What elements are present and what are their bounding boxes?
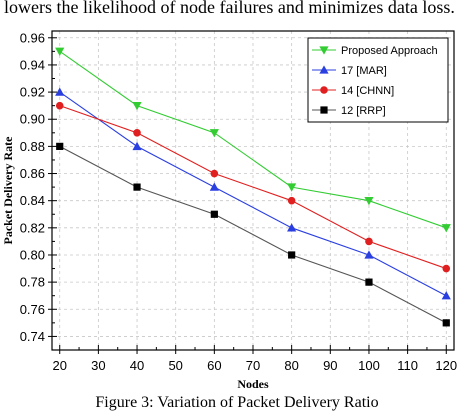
x-tick-label: 90 bbox=[323, 358, 337, 373]
data-point bbox=[442, 264, 451, 273]
x-tick-label: 70 bbox=[246, 358, 260, 373]
legend-marker bbox=[320, 106, 328, 114]
x-tick-label: 40 bbox=[130, 358, 144, 373]
series-line bbox=[59, 91, 447, 297]
x-tick-label: 110 bbox=[397, 358, 418, 373]
data-point bbox=[209, 182, 219, 191]
data-point bbox=[364, 250, 374, 259]
y-tick-label: 0.88 bbox=[20, 139, 45, 154]
legend-marker bbox=[319, 65, 329, 74]
x-tick-label: 120 bbox=[435, 358, 457, 373]
data-point bbox=[210, 169, 219, 178]
legend-label: Proposed Approach bbox=[341, 45, 438, 57]
data-point bbox=[365, 237, 373, 246]
series bbox=[55, 47, 451, 327]
legend-marker bbox=[319, 46, 329, 55]
y-tick-label: 0.96 bbox=[20, 30, 45, 45]
x-tick-label: 80 bbox=[284, 358, 298, 373]
data-point bbox=[210, 210, 218, 218]
data-point bbox=[55, 87, 65, 96]
series-1 bbox=[55, 47, 451, 233]
legend-label: 12 [RRP] bbox=[341, 105, 386, 117]
data-point bbox=[55, 47, 65, 56]
x-tick-label: 30 bbox=[91, 358, 105, 373]
legend-entry: 14 [CHNN] bbox=[312, 85, 394, 97]
x-tick-label: 20 bbox=[52, 358, 66, 373]
axes: 20 30 40 50 60 70 80 90 100 110 120 0.74 0.76 0.78 0.8… bbox=[20, 30, 457, 373]
line-chart: 20 30 40 50 60 70 80 90 100 110 120 0.74 0.76 0.78 0.8… bbox=[1, 30, 457, 391]
data-point bbox=[441, 291, 451, 300]
data-point bbox=[55, 101, 64, 110]
y-tick-label: 0.74 bbox=[20, 329, 45, 344]
series-line bbox=[59, 50, 447, 229]
data-point bbox=[132, 141, 142, 151]
legend-box bbox=[307, 37, 449, 123]
legend-entry: 12 [RRP] bbox=[312, 105, 386, 117]
x-tick-label: 60 bbox=[207, 358, 221, 373]
x-axis-label: Nodes bbox=[237, 377, 269, 391]
y-axis-label: Packet Delivery Rate bbox=[1, 136, 15, 245]
y-tick-label: 0.86 bbox=[20, 166, 45, 181]
series-4 bbox=[56, 142, 450, 327]
x-tick-label: 50 bbox=[168, 358, 182, 373]
figure-caption: Figure 3: Variation of Packet Delivery R… bbox=[95, 394, 379, 411]
legend-entry: Proposed Approach bbox=[312, 45, 438, 57]
y-tick-label: 0.76 bbox=[20, 302, 45, 317]
series-3 bbox=[55, 101, 451, 273]
y-tick-label: 0.82 bbox=[20, 220, 45, 235]
data-point bbox=[442, 319, 450, 327]
y-tick-label: 0.78 bbox=[20, 275, 45, 290]
series-2 bbox=[55, 87, 451, 300]
y-tick-label: 0.90 bbox=[20, 112, 45, 127]
data-point bbox=[287, 196, 296, 205]
data-point bbox=[133, 129, 141, 137]
data-point bbox=[365, 278, 373, 286]
x-tick-label: 100 bbox=[358, 358, 380, 373]
y-tick-label: 0.80 bbox=[20, 247, 45, 262]
legend-entry: 17 [MAR] bbox=[312, 65, 387, 77]
data-point bbox=[132, 101, 142, 111]
data-point bbox=[287, 183, 297, 192]
legend-label: 14 [CHNN] bbox=[341, 85, 394, 97]
series-line bbox=[59, 145, 447, 324]
data-point bbox=[364, 197, 374, 206]
data-point bbox=[209, 129, 219, 138]
data-point bbox=[441, 224, 451, 233]
data-point bbox=[56, 142, 64, 150]
legend-label: 17 [MAR] bbox=[341, 65, 387, 77]
y-tick-label: 0.92 bbox=[20, 85, 45, 100]
y-tick-label: 0.84 bbox=[20, 193, 45, 208]
preceding-text: lowers the likelihood of node failures a… bbox=[4, 0, 455, 17]
data-point bbox=[133, 183, 141, 191]
data-point bbox=[287, 223, 297, 232]
legend-marker bbox=[320, 86, 328, 94]
legend: Proposed Approach 17 [MAR] 14 [CHNN] 12 [RR… bbox=[307, 37, 449, 123]
series-line bbox=[59, 105, 447, 270]
data-point bbox=[288, 251, 296, 259]
y-tick-label: 0.94 bbox=[20, 57, 45, 72]
